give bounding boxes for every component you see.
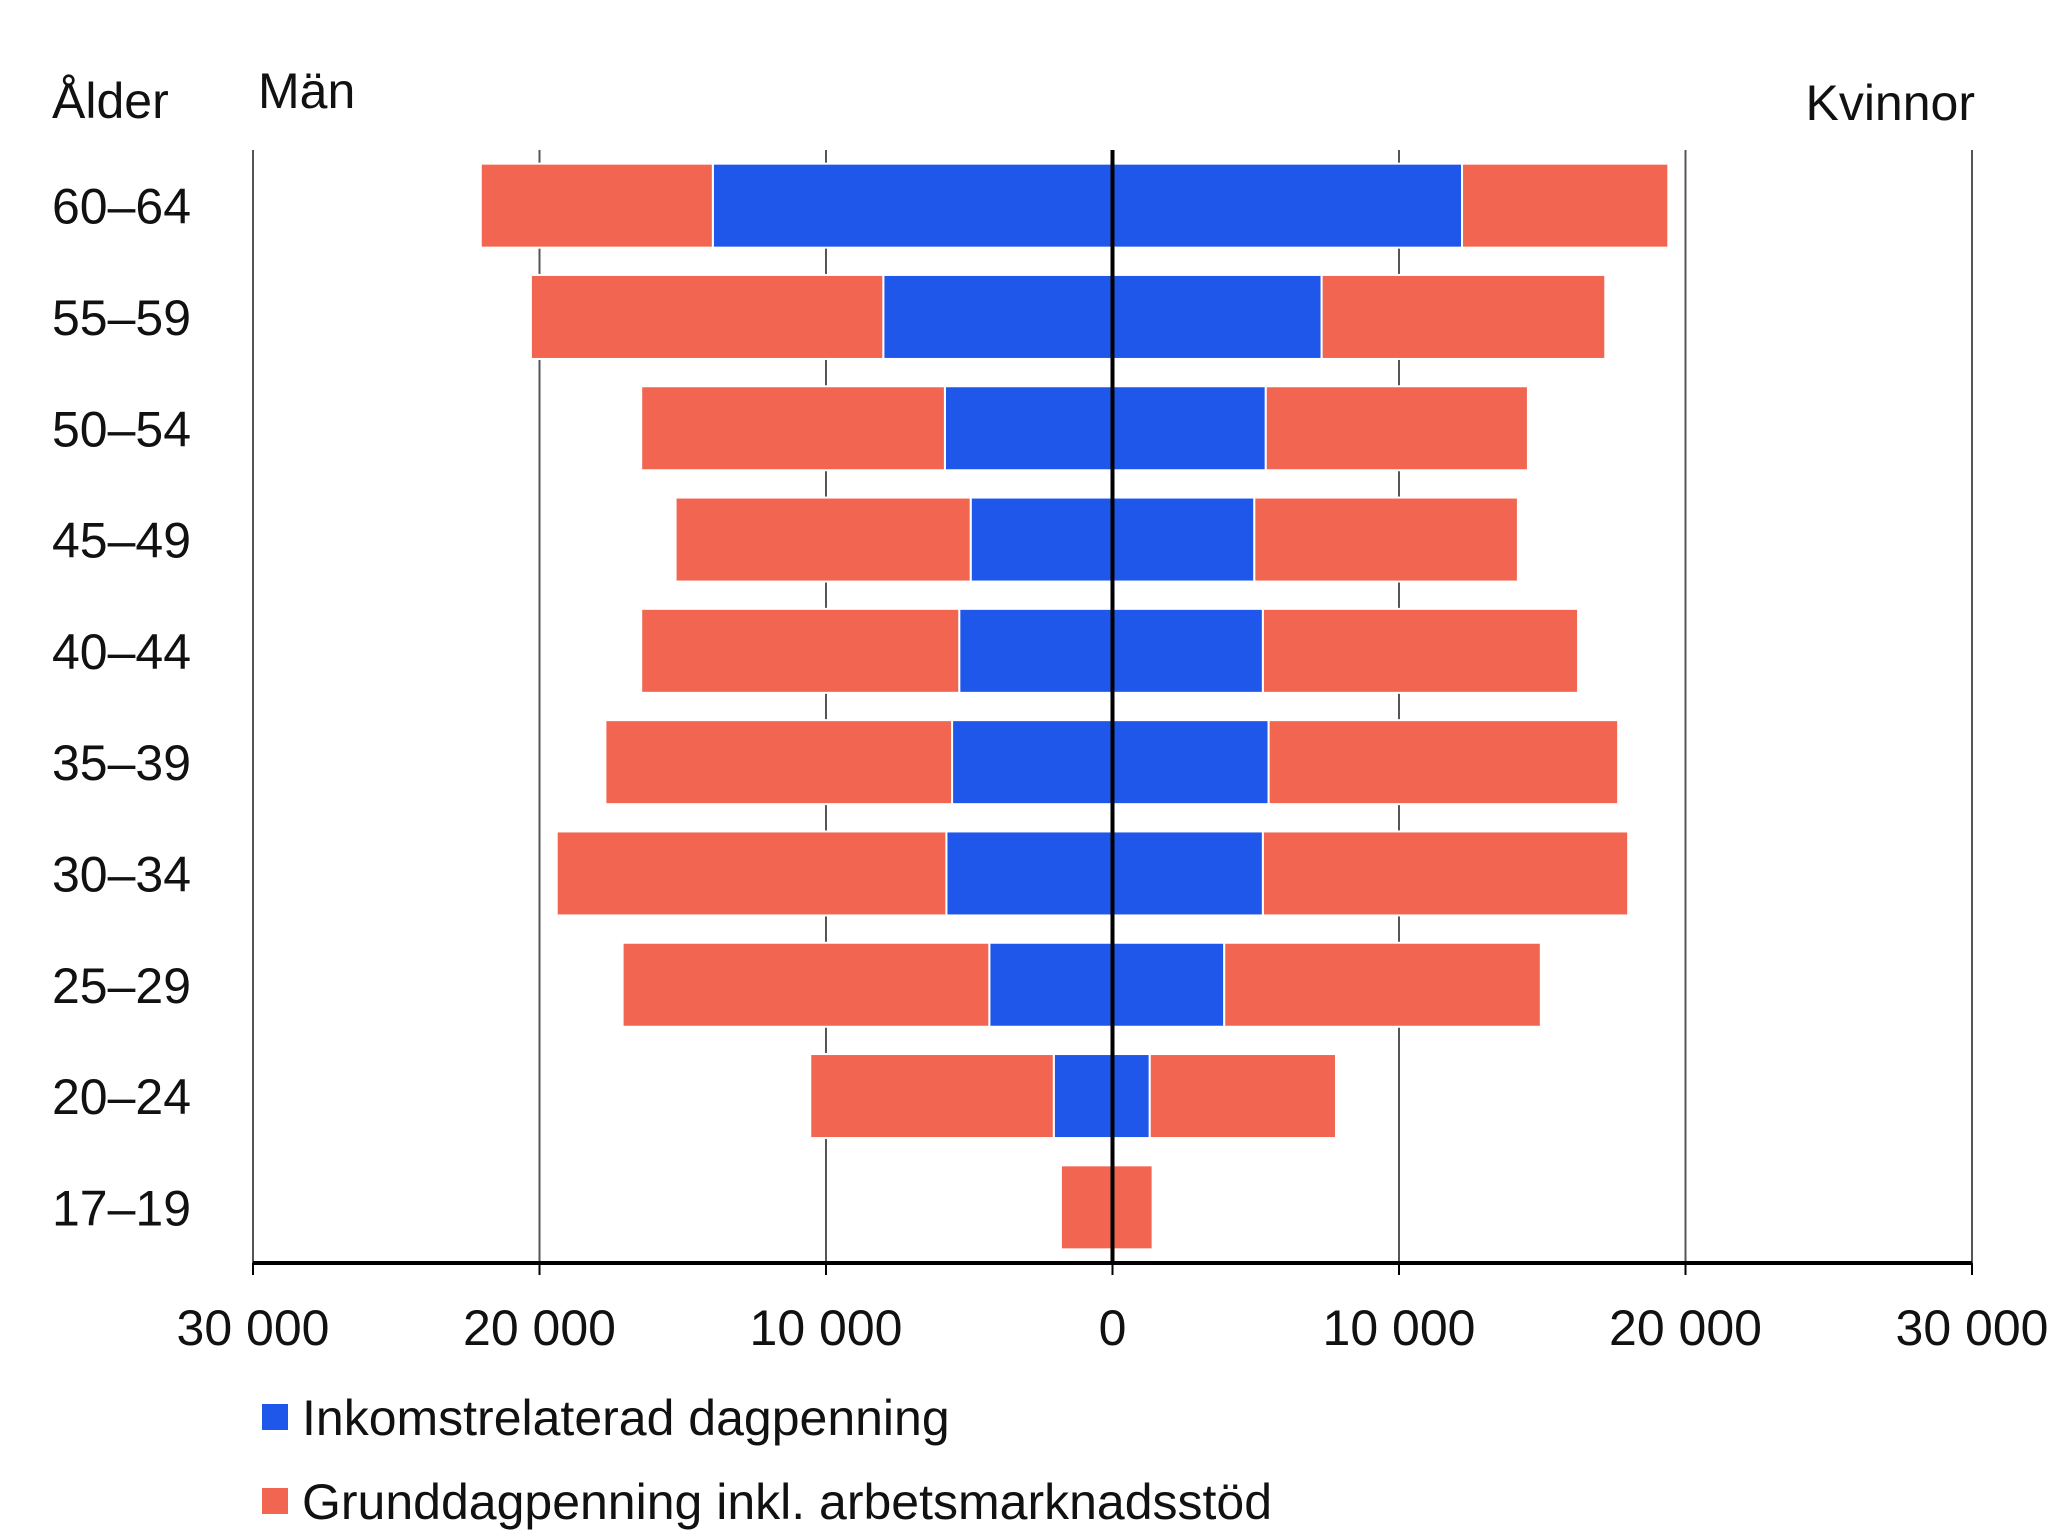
bar-women-basic <box>1148 1053 1337 1140</box>
bar-men-basic <box>1059 1164 1114 1251</box>
bar-women-basic <box>1261 830 1630 917</box>
x-tick-label: 0 <box>1099 1300 1127 1356</box>
age-category-label: 40–44 <box>52 624 191 680</box>
bar-men-income <box>958 607 1114 694</box>
x-tick-labels: 30 000 20 000 10 000 0 10 000 20 000 30 000 <box>177 1263 2049 1356</box>
age-category-label: 55–59 <box>52 290 191 346</box>
bar-men-basic <box>809 1053 1055 1140</box>
x-tick-label: 10 000 <box>750 1300 903 1356</box>
women-label: Kvinnor <box>1805 75 1975 131</box>
men-label: Män <box>258 63 355 119</box>
bars <box>479 162 1670 1251</box>
bar-men-income <box>988 941 1114 1028</box>
bar-men-basic <box>640 385 946 472</box>
bar-men-income <box>1052 1053 1114 1140</box>
x-tick-label: 30 000 <box>177 1300 330 1356</box>
bar-women-income <box>1111 830 1264 917</box>
x-tick-label: 20 000 <box>463 1300 616 1356</box>
age-category-label: 35–39 <box>52 735 191 791</box>
age-category-labels: 60–64 55–59 50–54 45–49 40–44 35–39 30–34 25–29… <box>52 179 191 1237</box>
bar-men-basic <box>555 830 948 917</box>
x-tick-label: 10 000 <box>1323 1300 1476 1356</box>
x-tick-label: 30 000 <box>1896 1300 2049 1356</box>
bar-women-income <box>1111 162 1464 249</box>
legend-swatch-basic <box>262 1488 288 1514</box>
bar-women-basic <box>1111 1164 1154 1251</box>
bar-women-basic <box>1261 607 1580 694</box>
bar-women-income <box>1111 719 1270 806</box>
bar-men-income <box>943 385 1114 472</box>
legend-label-basic: Grunddagpenning inkl. arbetsmarknadsstöd <box>302 1474 1272 1530</box>
legend: Inkomstrelaterad dagpenning Grunddagpenn… <box>262 1390 1272 1530</box>
age-category-label: 30–34 <box>52 846 191 902</box>
bar-women-income <box>1111 385 1267 472</box>
bar-women-basic <box>1253 496 1519 583</box>
bar-women-income <box>1111 607 1264 694</box>
age-category-label: 45–49 <box>52 513 191 569</box>
bar-men-income <box>882 273 1114 360</box>
bar-men-income <box>945 830 1114 917</box>
bar-men-income <box>711 162 1114 249</box>
bar-men-basic <box>479 162 714 249</box>
age-axis-label: Ålder <box>52 73 169 129</box>
bar-men-basic <box>529 273 885 360</box>
age-category-label: 17–19 <box>52 1180 191 1236</box>
bar-women-basic <box>1223 941 1542 1028</box>
age-category-label: 50–54 <box>52 401 191 457</box>
bar-women-income <box>1111 273 1323 360</box>
legend-label-income: Inkomstrelaterad dagpenning <box>302 1390 950 1446</box>
age-category-label: 25–29 <box>52 958 191 1014</box>
axes <box>253 150 1972 1265</box>
age-category-label: 60–64 <box>52 179 191 235</box>
bar-women-income <box>1111 941 1226 1028</box>
bar-women-income <box>1111 496 1256 583</box>
bar-men-income <box>969 496 1114 583</box>
bar-women-basic <box>1461 162 1670 249</box>
age-category-label: 20–24 <box>52 1069 191 1125</box>
bar-women-income <box>1111 1053 1151 1140</box>
bar-women-basic <box>1320 273 1607 360</box>
bar-men-basic <box>604 719 954 806</box>
bar-women-basic <box>1264 385 1529 472</box>
bar-men-income <box>951 719 1114 806</box>
bar-men-basic <box>640 607 961 694</box>
bar-men-basic <box>621 941 991 1028</box>
bar-men-basic <box>674 496 972 583</box>
legend-swatch-income <box>262 1404 288 1430</box>
x-tick-label: 20 000 <box>1609 1300 1762 1356</box>
bar-women-basic <box>1267 719 1620 806</box>
